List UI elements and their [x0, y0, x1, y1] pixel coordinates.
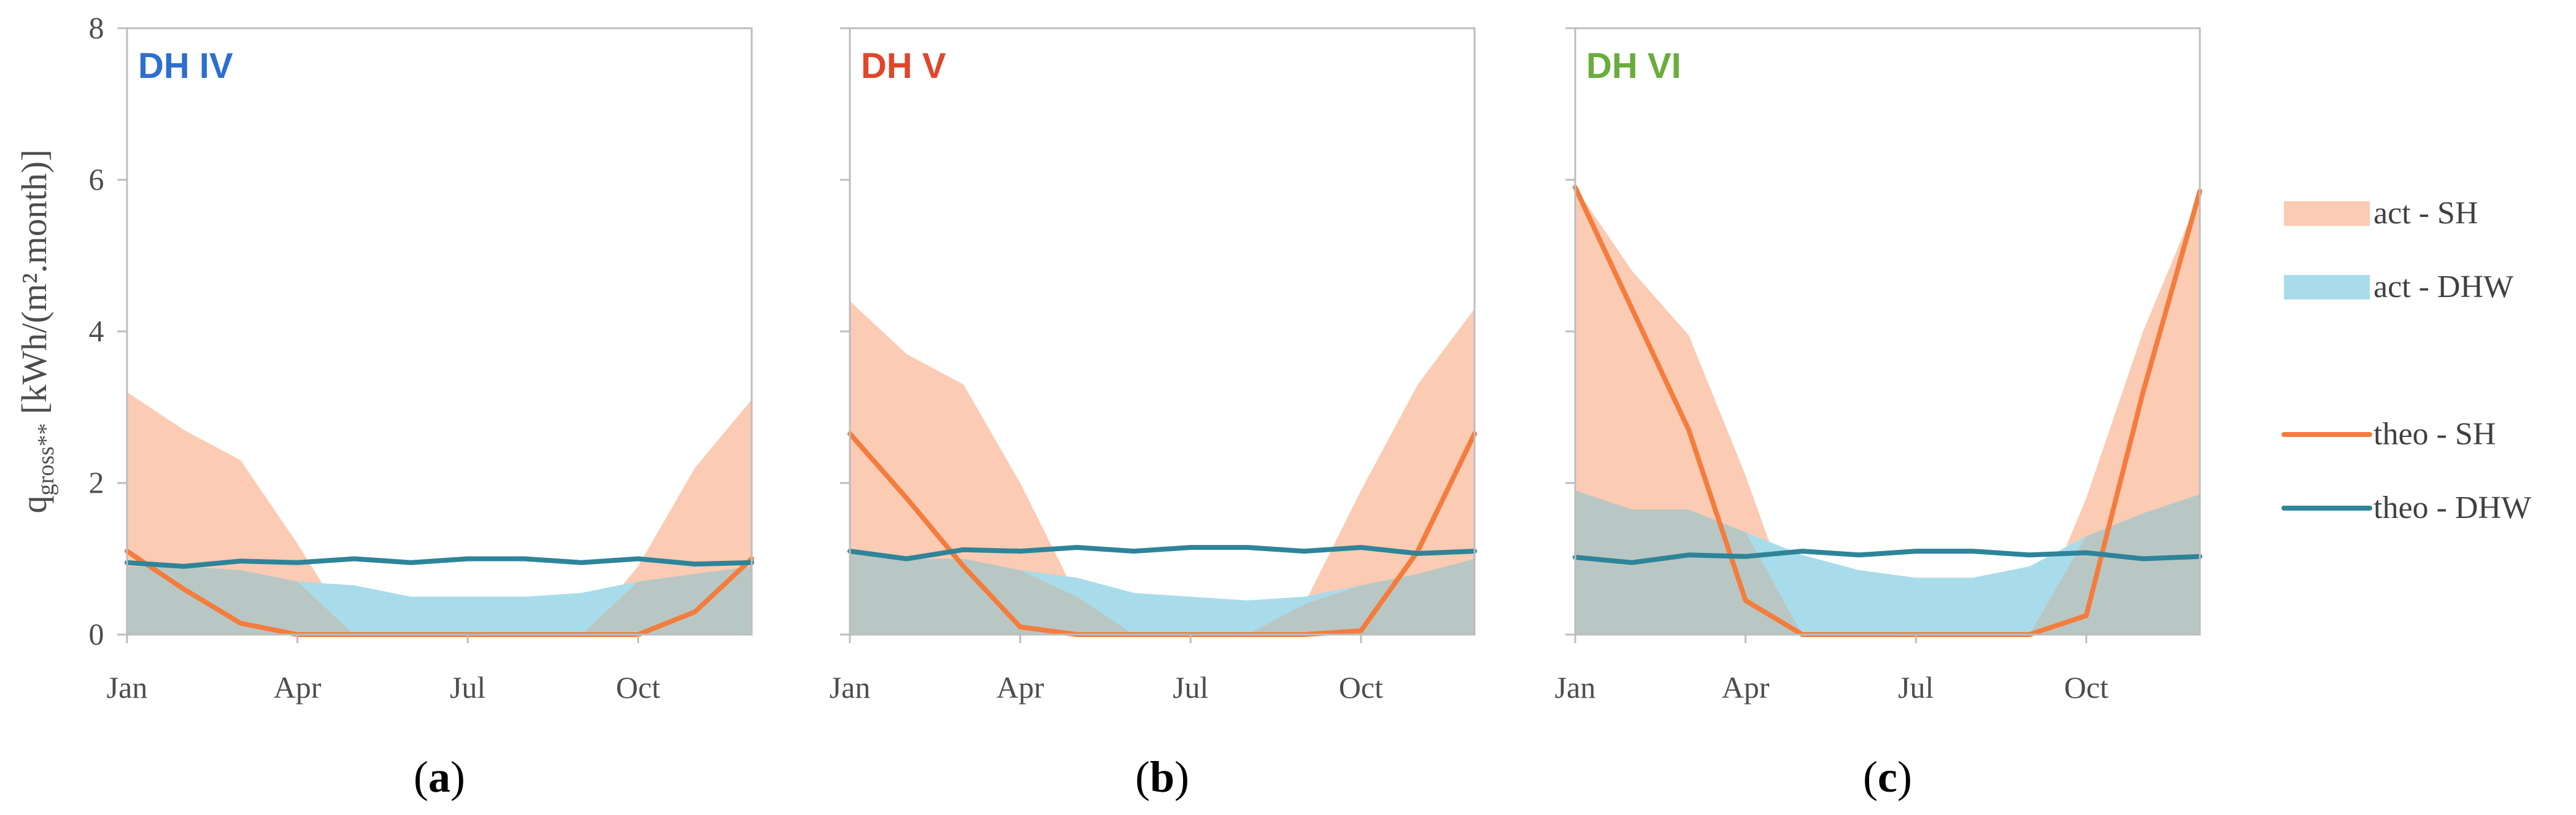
x-tick-label: Jul — [450, 670, 485, 705]
theo-dhw-line — [125, 556, 754, 569]
paren-open: ( — [1135, 752, 1150, 801]
y-axis-label: qgross** [kWh/(m².month)] — [14, 149, 59, 513]
y-tick-label: 8 — [89, 10, 104, 45]
panel-title: DH VI — [1586, 46, 1681, 86]
chart-panel-1: 0 2 4 6 8 Jan Apr Jul Oct DH IV (a) — [89, 10, 754, 801]
legend-label: act - SH — [2374, 196, 2478, 231]
legend-swatch — [2284, 201, 2370, 226]
paren-close: ) — [1174, 752, 1189, 801]
y-tick-label: 0 — [89, 617, 104, 651]
panel-title: DH V — [861, 46, 946, 86]
panel-letter: a — [428, 752, 450, 801]
x-tick-label: Jul — [1173, 670, 1208, 705]
x-tick-label: Jul — [1898, 670, 1934, 705]
panel-letter: c — [1878, 752, 1897, 801]
legend-swatch — [2284, 275, 2370, 299]
x-tick-label: Jan — [107, 670, 148, 705]
y-axis-label-unit: [kWh/(m².month)] — [14, 149, 54, 423]
y-axis-label-main: q — [14, 496, 54, 514]
paren-close: ) — [1897, 752, 1912, 801]
y-tick-label: 4 — [89, 314, 104, 348]
y-tick-label: 2 — [89, 465, 104, 500]
legend-item: theo - DHW — [2281, 490, 2531, 525]
paren-open: ( — [1863, 752, 1878, 801]
theo-dhw-line — [847, 545, 1477, 562]
x-tick-label: Apr — [274, 670, 322, 705]
legend: act - SH act - DHW theo - SH theo - DHW — [2281, 196, 2531, 525]
y-tick-label: 6 — [89, 162, 104, 196]
chart-panel-3: Jan Apr Jul Oct DH VI (c) — [1555, 27, 2202, 801]
panel-letter: b — [1150, 752, 1174, 801]
act-sh-area — [127, 392, 752, 635]
legend-label: theo - SH — [2374, 417, 2496, 452]
x-tick-label: Oct — [616, 670, 660, 705]
legend-label: theo - DHW — [2374, 490, 2531, 525]
y-axis-label-subscript: gross** — [33, 423, 59, 495]
legend-item: theo - SH — [2281, 417, 2496, 452]
paren-open: ( — [414, 752, 428, 801]
panel-title: DH IV — [138, 46, 233, 86]
theo-dhw-line — [1573, 549, 2202, 565]
legend-item: act - SH — [2284, 196, 2478, 231]
x-tick-label: Oct — [2064, 670, 2108, 705]
x-tick-label: Apr — [997, 670, 1044, 705]
act-sh-area — [1575, 187, 2200, 635]
act-overlap-area — [127, 566, 752, 635]
act-overlap-area — [1575, 490, 2200, 635]
x-tick-label: Apr — [1722, 670, 1770, 705]
legend-item: act - DHW — [2284, 269, 2513, 304]
x-tick-label: Jan — [1555, 670, 1596, 705]
panel-label: (a) — [414, 752, 465, 801]
panel-label: (c) — [1863, 752, 1912, 801]
x-tick-label: Jan — [830, 670, 871, 705]
legend-label: act - DHW — [2374, 269, 2513, 304]
chart-panel-2: Jan Apr Jul Oct DH V (b) — [830, 27, 1477, 801]
panel-label: (b) — [1135, 752, 1189, 801]
x-tick-label: Oct — [1339, 670, 1383, 705]
paren-close: ) — [450, 752, 465, 801]
